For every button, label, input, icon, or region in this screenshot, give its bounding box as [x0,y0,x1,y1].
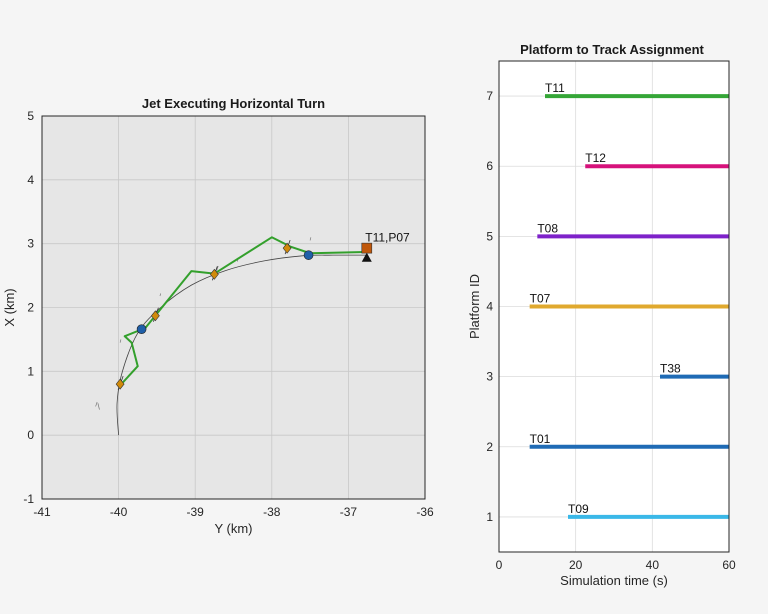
jet-ticks: -41 -40 -39 -38 -37 -36 -1 0 1 2 3 4 5 [23,109,434,519]
clutter-mark [159,293,162,297]
jet-x-tick-label: -41 [33,505,51,519]
segment-label: T38 [660,362,681,376]
jet-y-tick-label: 2 [27,301,34,315]
assignment-y-tick-label: 6 [486,159,493,173]
assignment-x-tick-label: 20 [569,558,583,572]
clutter-mark [309,237,312,241]
jet-x-tick-label: -36 [416,505,434,519]
assignment-y-tick-label: 5 [486,229,493,243]
clutter-mark [119,339,122,343]
segment-label: T09 [568,502,589,516]
assignment-chart-title: Platform to Track Assignment [520,42,704,57]
jet-x-tick-label: -40 [110,505,128,519]
detection-marker [303,250,314,260]
segment-label: T07 [530,292,551,306]
assignment-y-tick-label: 2 [486,440,493,454]
assignment-y-tick-label: 4 [486,300,493,314]
jet-y-tick-label: 4 [27,173,34,187]
target-marker [361,242,373,254]
jet-y-tick-label: 0 [27,428,34,442]
jet-x-tick-label: -37 [340,505,358,519]
track-annotation: T11,P07 [365,231,410,245]
track-path [119,236,366,387]
detection-marker [136,324,147,335]
assignment-y-tick-label: 7 [486,89,493,103]
jet-y-axis-label: X (km) [2,288,17,326]
assignment-ticks: 0 20 40 60 1 2 3 4 5 6 7 [486,89,736,572]
assignment-chart: T11 T12 T08 T07 T38 T01 T09 0 20 40 60 1 2 3 4 5 6 7 Pla… [467,42,736,588]
assignment-data: T11 T12 T08 T07 T38 T01 T09 [499,60,729,519]
jet-y-tick-label: 3 [27,237,34,251]
assignment-y-tick-label: 3 [486,370,493,384]
jet-grid [41,115,426,500]
assignment-x-tick-label: 40 [646,558,660,572]
jet-axes-frame [41,115,426,500]
platform-marker [209,268,219,280]
clutter-mark [97,403,100,410]
assignment-axes-frame [498,60,730,553]
jet-y-tick-label: -1 [23,492,34,506]
assignment-y-tick-label: 1 [486,510,493,524]
platform-marker [282,242,292,254]
jet-x-tick-label: -38 [263,505,281,519]
jet-x-tick-label: -39 [187,505,205,519]
jet-x-axis-label: Y (km) [214,521,252,536]
jet-y-tick-label: 1 [27,364,34,378]
assignment-x-tick-label: 60 [722,558,736,572]
platform-marker [150,310,160,322]
jet-data: T11,P07 [95,231,410,436]
assignment-x-axis-label: Simulation time (s) [560,573,668,588]
jet-chart-title: Jet Executing Horizontal Turn [142,96,325,111]
assignment-x-tick-label: 0 [496,558,503,572]
jet-y-tick-label: 5 [27,109,34,123]
sensor-marker [361,252,372,262]
assignment-y-axis-label: Platform ID [467,274,482,339]
jet-turn-chart: T11,P07 -41 -40 -39 -38 -37 -36 -1 0 1 2 3 4 5 Jet E… [2,96,434,536]
platform-marker [115,378,125,390]
segment-label: T01 [530,432,551,446]
clutter-mark [95,401,98,407]
segment-label: T08 [537,221,558,235]
segment-label: T12 [585,151,606,165]
clutter-mark [216,265,219,271]
segment-label: T11 [545,81,565,95]
